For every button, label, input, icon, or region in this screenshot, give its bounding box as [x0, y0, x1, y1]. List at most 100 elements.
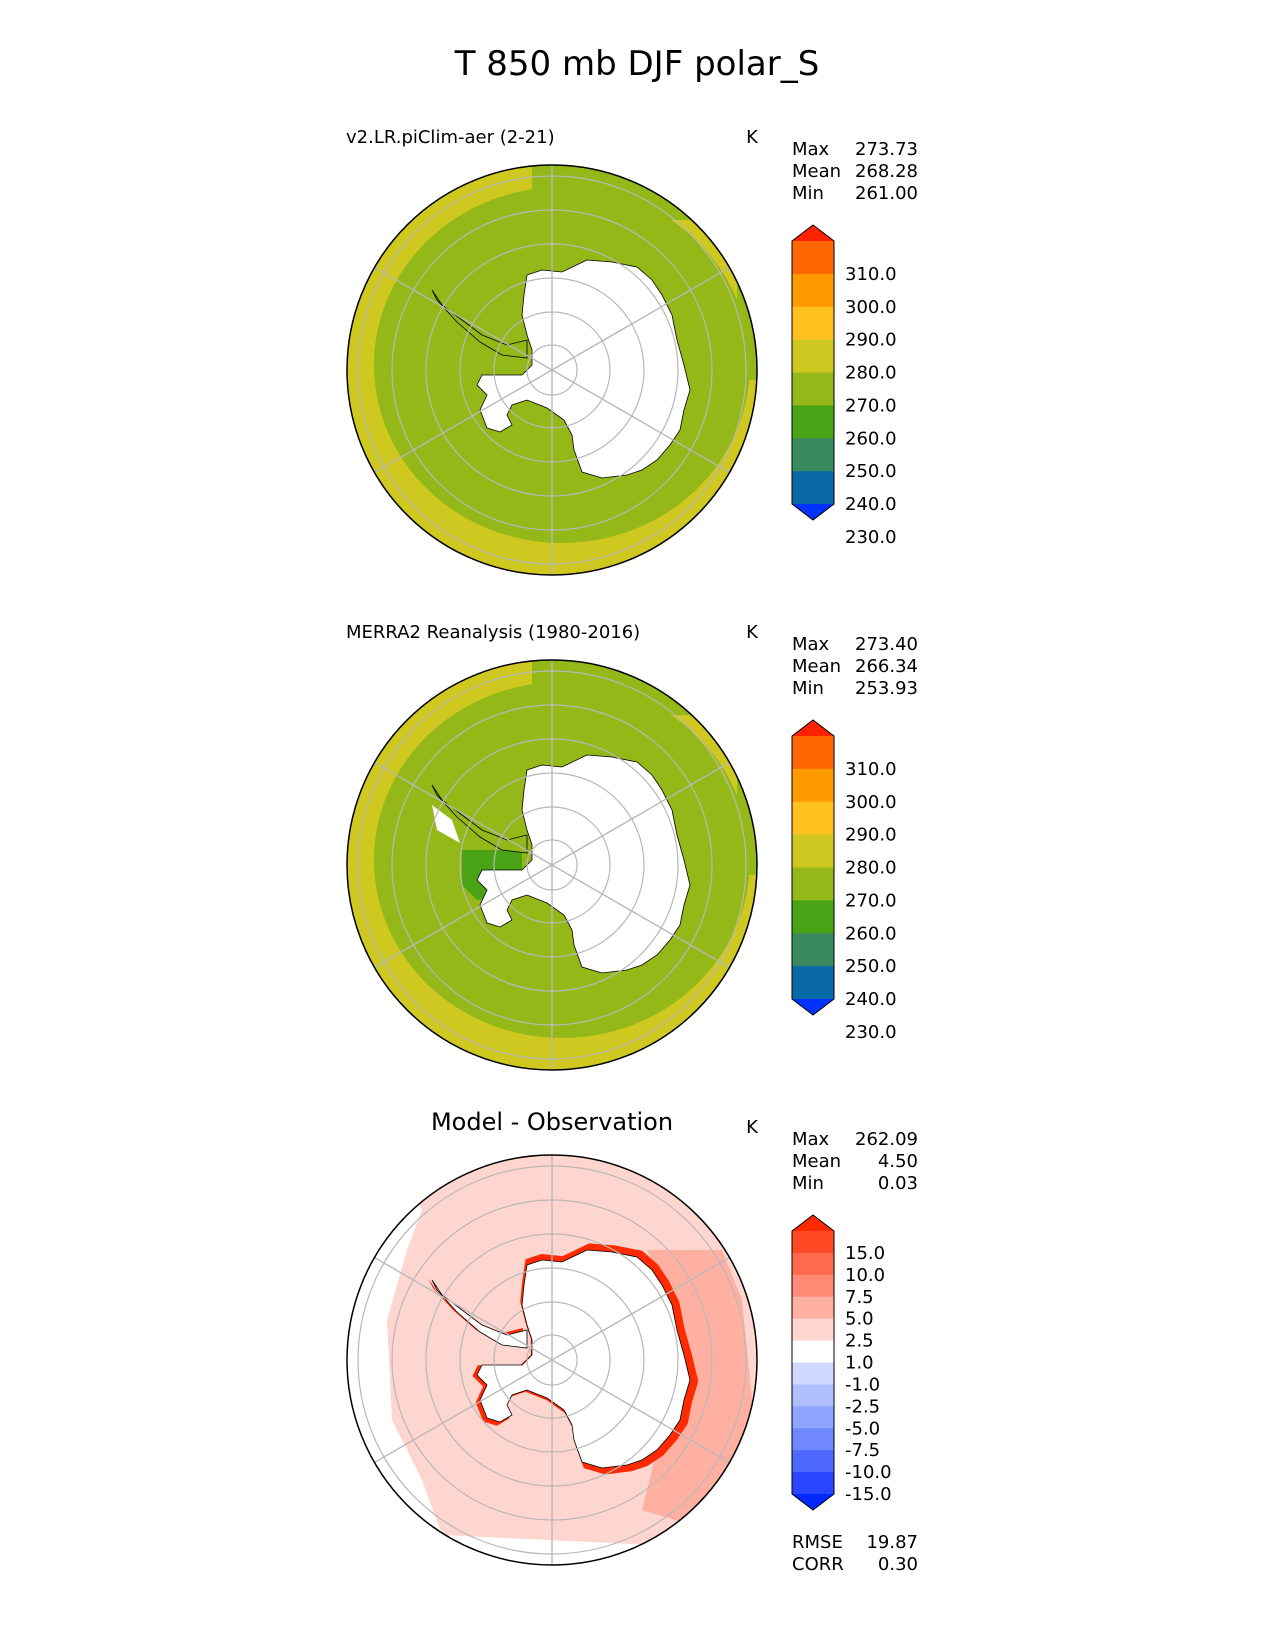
colorbar-tick-label: -15.0 [845, 1484, 892, 1505]
panel-title: v2.LR.piClim-aer (2-21) [346, 127, 555, 148]
colorbar-tick-label: 1.0 [845, 1353, 874, 1374]
colorbar-extend-bottom [792, 999, 834, 1015]
colorbar-tick-label: 280.0 [845, 858, 897, 879]
colorbar-extend-bottom [792, 1494, 834, 1510]
colorbar: 310.0 300.0 290.0 280.0 270.0 260.0 250.0 240.0… [791, 719, 897, 1043]
stat-value-max: 273.40 [855, 634, 918, 655]
colorbar-tick-label: -5.0 [845, 1418, 880, 1439]
colorbar-segment [792, 1362, 834, 1385]
colorbar-tick-label: -10.0 [845, 1462, 892, 1483]
colorbar-segment [792, 1384, 834, 1407]
colorbar-segment [792, 1252, 834, 1276]
stat-value-min: 261.00 [855, 183, 918, 204]
colorbar-extend-bottom [792, 504, 834, 520]
colorbar-segment [792, 339, 834, 373]
polar-map [347, 165, 757, 575]
colorbar-tick-label: 5.0 [845, 1309, 874, 1330]
colorbar-tick-label: 230.0 [845, 527, 897, 548]
panel-2: MERRA2 Reanalysis (1980-2016) K Max 273.40 M… [346, 622, 918, 1071]
stat-value-mean: 266.34 [855, 656, 918, 677]
metric-label-corr: CORR [792, 1554, 844, 1575]
polar-map [347, 1155, 757, 1565]
colorbar-tick-label: 250.0 [845, 461, 897, 482]
colorbar-segment [792, 405, 834, 439]
units-label: K [746, 127, 759, 148]
colorbar: 15.010.07.55.02.51.0-1.0-2.5-5.0-7.5-10.… [791, 1214, 892, 1511]
colorbar-tick-label: -7.5 [845, 1440, 880, 1461]
colorbar-segment [792, 273, 834, 308]
lat-lon-grid [357, 660, 747, 1070]
colorbar-segment [792, 471, 834, 505]
colorbar-segment [792, 1428, 834, 1451]
colorbar-segment [792, 1274, 834, 1298]
stat-label-mean: Mean [792, 161, 841, 182]
colorbar-tick-label: 230.0 [845, 1022, 897, 1043]
colorbar-segment [792, 736, 834, 770]
metric-label-rmse: RMSE [792, 1532, 843, 1553]
colorbar-extend-top [792, 720, 834, 736]
colorbar-tick-label: 7.5 [845, 1287, 874, 1308]
colorbar-tick-label: 10.0 [845, 1265, 885, 1286]
panel-title: MERRA2 Reanalysis (1980-2016) [346, 622, 640, 643]
colorbar-tick-label: 260.0 [845, 923, 897, 944]
colorbar-segment [792, 801, 834, 836]
colorbar-tick-label: -1.0 [845, 1374, 880, 1395]
colorbar-tick-label: 290.0 [845, 330, 897, 351]
stat-label-max: Max [792, 634, 830, 655]
antarctic-peninsula [431, 1279, 528, 1349]
colorbar-tick-label: 240.0 [845, 494, 897, 515]
colorbar-tick-label: 240.0 [845, 989, 897, 1010]
panel-1: v2.LR.piClim-aer (2-21) K Max 273.73 Mean 268… [346, 127, 918, 576]
antarctica-land [476, 259, 691, 479]
colorbar-tick-label: 300.0 [845, 792, 897, 813]
colorbar-segment [792, 933, 834, 967]
stat-value-max: 262.09 [855, 1129, 918, 1150]
antarctic-peninsula [431, 784, 528, 854]
panel-title: Model - Observation [431, 1108, 673, 1136]
stat-label-min: Min [792, 1173, 824, 1194]
antarctic-peninsula [431, 289, 528, 359]
colorbar-tick-label: 270.0 [845, 890, 897, 911]
map-frame [346, 659, 758, 1071]
lat-lon-grid [357, 1155, 747, 1565]
panel-3: Model - Observation K Max 262.09 Mean 4.50 Min… [346, 1108, 918, 1575]
stat-value-max: 273.73 [855, 139, 918, 160]
colorbar-tick-label: 280.0 [845, 363, 897, 384]
colorbar-tick-label: 300.0 [845, 297, 897, 318]
colorbar-segment [792, 900, 834, 934]
map-frame [346, 1154, 758, 1566]
colorbar-segment [792, 1406, 834, 1429]
colorbar-tick-label: 15.0 [845, 1243, 885, 1264]
stat-label-max: Max [792, 139, 830, 160]
figure-title: T 850 mb DJF polar_S [454, 44, 820, 84]
stat-label-min: Min [792, 183, 824, 204]
map-frame [346, 164, 758, 576]
colorbar-segment [792, 1450, 834, 1473]
colorbar-tick-label: 270.0 [845, 395, 897, 416]
colorbar-segment [792, 834, 834, 868]
stat-value-mean: 268.28 [855, 161, 918, 182]
colorbar-segment [792, 306, 834, 341]
colorbar-tick-label: 260.0 [845, 428, 897, 449]
colorbar-extend-top [792, 1215, 834, 1231]
stat-value-mean: 4.50 [878, 1151, 918, 1172]
colorbar-tick-label: 2.5 [845, 1331, 874, 1352]
colorbar: 310.0 300.0 290.0 280.0 270.0 260.0 250.0 240.0… [791, 224, 897, 548]
antarctica-land [476, 1249, 691, 1469]
stat-value-min: 253.93 [855, 678, 918, 699]
colorbar-tick-label: 310.0 [845, 759, 897, 780]
colorbar-tick-label: 290.0 [845, 825, 897, 846]
antarctica-land [476, 754, 691, 974]
polar-map [347, 660, 757, 1070]
colorbar-segment [792, 372, 834, 406]
colorbar-segment [792, 1472, 834, 1495]
colorbar-segment [792, 1296, 834, 1320]
colorbar-tick-label: 310.0 [845, 264, 897, 285]
units-label: K [746, 1117, 759, 1138]
colorbar-segment [792, 438, 834, 472]
stat-value-min: 0.03 [878, 1173, 918, 1194]
colorbar-segment [792, 1231, 834, 1254]
colorbar-tick-label: -2.5 [845, 1396, 880, 1417]
colorbar-extend-top [792, 225, 834, 241]
